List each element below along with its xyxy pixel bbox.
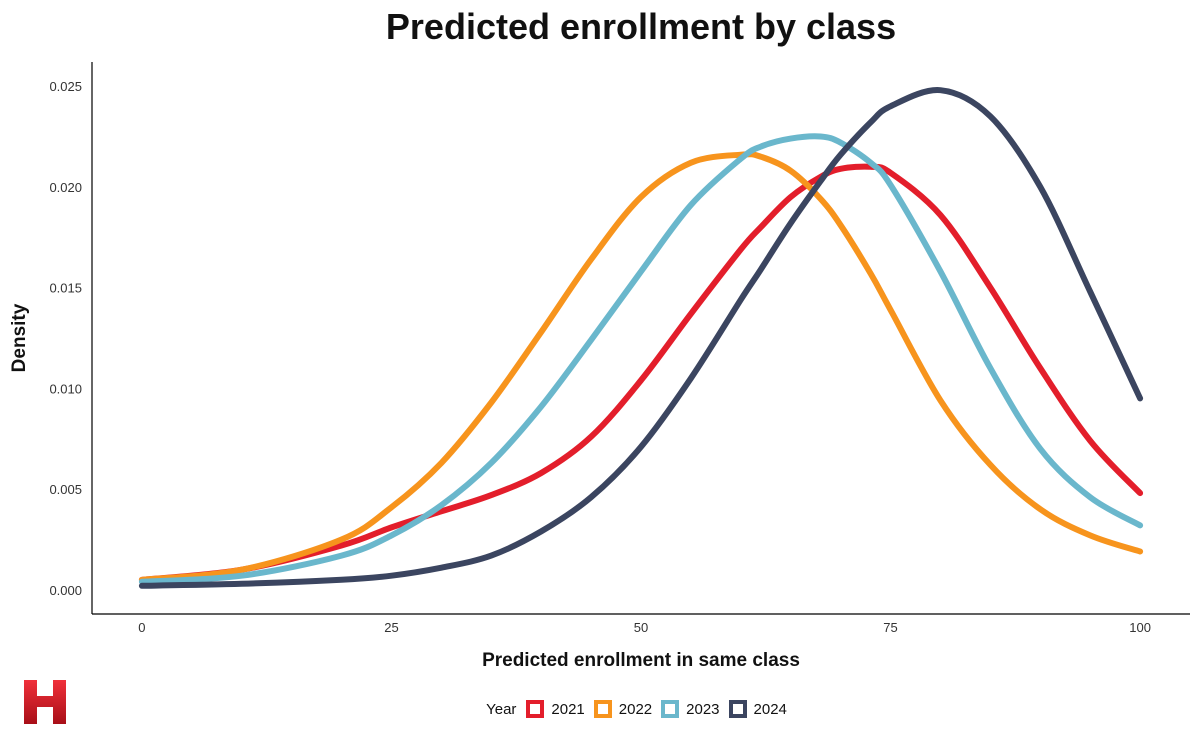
y-axis-label: Density	[9, 303, 30, 373]
x-tick-label: 25	[384, 620, 398, 635]
series-line-2023	[138, 133, 1144, 585]
y-tick-label: 0.010	[49, 381, 82, 396]
legend-key-2021	[526, 700, 545, 718]
y-tick-label: 0.005	[49, 482, 82, 497]
legend-item-2023: 2023	[661, 700, 720, 718]
x-tick-label: 0	[138, 620, 145, 635]
legend-label-2024: 2024	[753, 700, 787, 718]
series-line-2021	[138, 163, 1144, 583]
x-tick-label: 75	[883, 620, 897, 635]
y-tick-label: 0.025	[49, 79, 82, 94]
series-group	[138, 87, 1144, 589]
x-ticks: 0 25 50 75 100	[138, 620, 1151, 635]
legend-label-2021: 2021	[551, 700, 585, 718]
y-tick-label: 0.015	[49, 281, 82, 296]
x-axis-label: Predicted enrollment in same class	[482, 650, 800, 671]
y-tick-label: 0.020	[49, 180, 82, 195]
legend-label-2023: 2023	[686, 700, 720, 718]
x-tick-label: 100	[1129, 620, 1151, 635]
x-tick-label: 50	[634, 620, 648, 635]
legend-key-2023	[661, 700, 680, 718]
chart-title: Predicted enrollment by class	[385, 6, 897, 47]
legend-label-2022: 2022	[618, 700, 653, 718]
series-line-2024	[138, 87, 1144, 589]
legend: Year 2021 2022 2023 2024	[0, 700, 1200, 718]
legend-item-2022: 2022	[593, 700, 653, 718]
legend-key-2022	[593, 700, 612, 718]
h-logo-icon	[24, 680, 66, 724]
legend-item-2024: 2024	[728, 700, 787, 718]
legend-title: Year	[486, 700, 517, 718]
y-ticks: 0.000 0.005 0.010 0.015 0.020 0.025	[49, 79, 82, 598]
y-tick-label: 0.000	[49, 583, 82, 598]
legend-item-2021: 2021	[526, 700, 585, 718]
legend-key-2024	[728, 700, 747, 718]
axes	[91, 62, 1190, 615]
